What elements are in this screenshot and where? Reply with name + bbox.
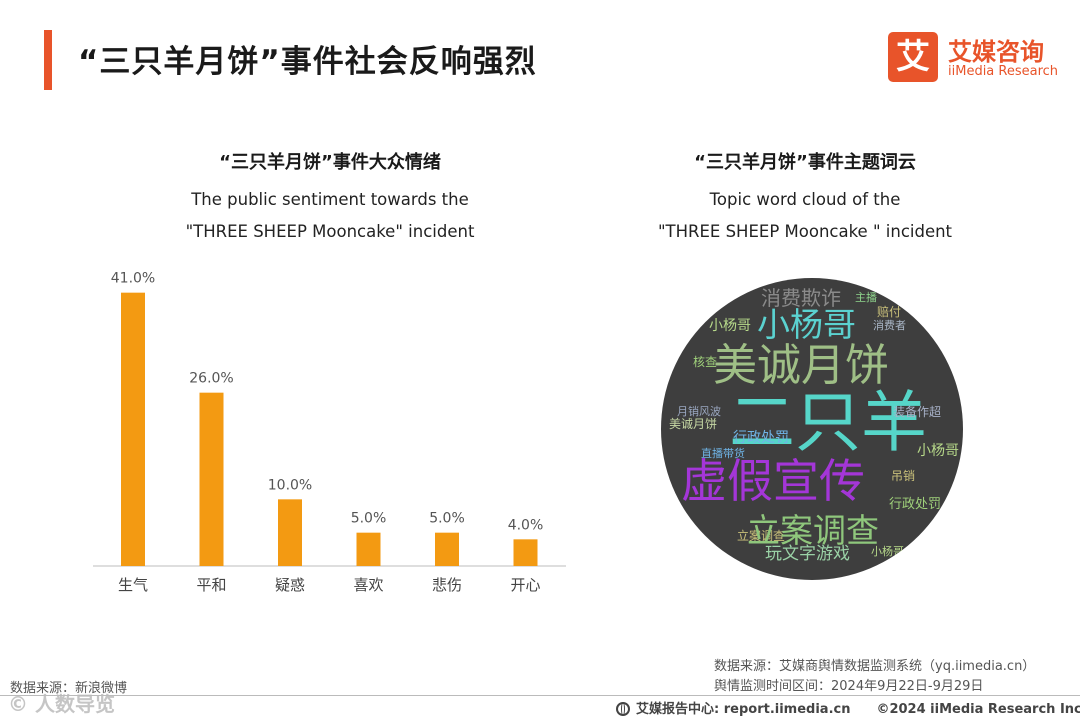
logo-mark: 艾: [888, 32, 938, 82]
cloud-word: 月销风波: [677, 405, 721, 418]
cloud-word: 小杨哥: [917, 443, 959, 459]
iimedia-logo: 艾 艾媒咨询 iiMedia Research: [888, 32, 1063, 84]
cloud-word: 吊销: [891, 469, 916, 483]
wordcloud-title-en-1: Topic word cloud of the: [709, 190, 901, 209]
cloud-word: 小杨哥: [757, 305, 856, 344]
monitoring-period-line: 舆情监测时间区间：2024年9月22日-9月29日: [714, 679, 984, 694]
wordcloud-title-en-2: "THREE SHEEP Mooncake " incident: [657, 222, 953, 241]
cloud-word: 二只羊: [729, 384, 927, 461]
category-tick-label: 悲伤: [432, 576, 462, 594]
bar-value-label: 5.0%: [351, 511, 387, 527]
topic-word-cloud: 消费欺诈 主播 小杨哥 赔付 消费者 小杨哥 美诚月饼 核查 二只羊 月销风波 …: [661, 278, 963, 580]
cloud-word: 美诚月饼: [669, 417, 718, 431]
page-footer: 艾媒报告中心: report.iimedia.cn ©2024 iiMedia R…: [616, 698, 1080, 717]
bar-悲伤: [435, 532, 459, 566]
cloud-word: 赔付: [877, 305, 902, 319]
logo-cn-text: 艾媒咨询: [948, 38, 1044, 66]
data-source-right: 数据来源：艾媒商舆情数据监测系统（yq.iimedia.cn） 舆情监测时间区间…: [714, 657, 1035, 697]
copyright-text: ©2024 iiMedia Research Inc: [876, 702, 1080, 717]
footer-divider: [0, 695, 1080, 696]
title-accent-bar: [44, 30, 52, 90]
cloud-word: 立案调查: [737, 529, 786, 543]
bar-value-label: 26.0%: [189, 371, 233, 387]
bar-group: 41.0% 生气 26.0% 平和 10.0% 疑惑 5.0% 喜欢 5.0% 悲伤 4.0% 开心: [111, 271, 544, 594]
bar-疑惑: [278, 499, 302, 566]
cloud-word: 消费欺诈: [761, 286, 841, 310]
cloud-word: 美诚月饼: [713, 340, 889, 391]
sentiment-bar-chart: 41.0% 生气 26.0% 平和 10.0% 疑惑 5.0% 喜欢 5.0% 悲伤 4.0% 开心: [93, 271, 566, 594]
cloud-word: 装备作超: [893, 405, 942, 419]
cloud-word: 立案调查: [747, 511, 879, 550]
category-tick-label: 疑惑: [275, 576, 305, 594]
category-tick-label: 喜欢: [353, 576, 383, 594]
sentiment-title-en-1: The public sentiment towards the: [191, 190, 469, 209]
cloud-word: 行政处罚: [733, 430, 789, 446]
category-tick-label: 开心: [510, 576, 540, 594]
watermark: © 人数导览: [8, 692, 115, 716]
cloud-word: 直播带货: [701, 447, 745, 460]
cloud-word: 小杨哥: [709, 318, 751, 334]
logo-en-text: iiMedia Research: [948, 64, 1059, 79]
bar-开心: [513, 539, 538, 566]
cloud-word: 小杨哥: [871, 545, 904, 558]
bar-生气: [121, 292, 145, 566]
sentiment-title-cn: “三只羊月饼”事件大众情绪: [219, 152, 441, 173]
bar-value-label: 41.0%: [111, 271, 155, 287]
cloud-word: 玩文字游戏: [765, 544, 850, 564]
bar-平和: [199, 392, 224, 566]
wordcloud-title: “三只羊月饼”事件主题词云 Topic word cloud of the "T…: [600, 148, 1010, 248]
cloud-word: 虚假宣传: [681, 454, 865, 508]
wordcloud-title-cn: “三只羊月饼”事件主题词云: [694, 152, 916, 173]
data-source-left: 数据来源：新浪微博: [10, 681, 128, 696]
report-center-link[interactable]: 艾媒报告中心: report.iimedia.cn: [636, 702, 851, 717]
bar-value-label: 4.0%: [508, 517, 544, 533]
cloud-word: 消费者: [873, 319, 906, 332]
sentiment-title-en-2: "THREE SHEEP Mooncake" incident: [185, 222, 475, 241]
data-source-line: 数据来源：艾媒商舆情数据监测系统（yq.iimedia.cn）: [714, 659, 1036, 674]
bar-value-label: 5.0%: [429, 511, 465, 527]
sentiment-chart-title: “三只羊月饼”事件大众情绪 The public sentiment towar…: [130, 148, 530, 248]
bar-value-label: 10.0%: [268, 477, 312, 493]
category-tick-label: 生气: [118, 576, 148, 594]
page-title: “三只羊月饼”事件社会反响强烈: [78, 44, 537, 80]
globe-icon: [616, 702, 630, 716]
category-tick-label: 平和: [196, 576, 226, 594]
bar-喜欢: [356, 532, 381, 566]
cloud-word: 核查: [693, 355, 718, 369]
cloud-word: 行政处罚: [889, 497, 942, 512]
cloud-word: 主播: [855, 291, 877, 304]
